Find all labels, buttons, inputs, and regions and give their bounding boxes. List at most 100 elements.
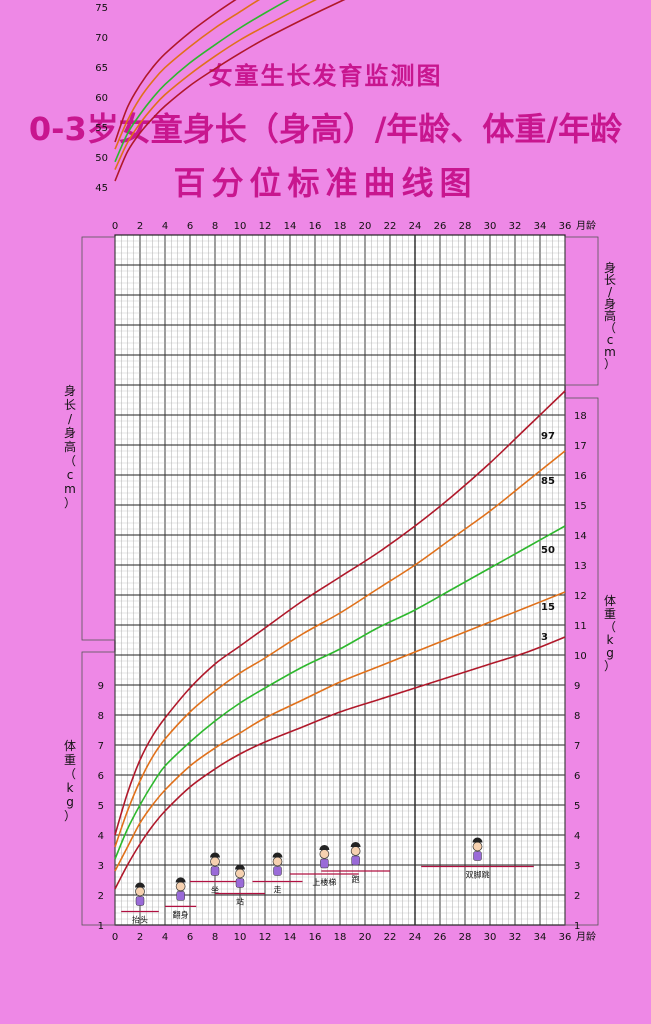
weight-tick-right: 14 [574, 531, 587, 542]
x-tick-label-top: 18 [334, 221, 347, 232]
milestone-label: 抬头 [132, 915, 148, 925]
weight-tick-right: 13 [574, 561, 587, 572]
x-tick-label-top: 36 [559, 221, 572, 232]
x-tick-label-bottom: 2 [137, 932, 143, 943]
length-axis-title-left: m [64, 482, 76, 496]
child-figure-icon [472, 837, 483, 861]
length-tick-left: 75 [95, 3, 108, 14]
weight-tick-left: 8 [98, 711, 104, 722]
x-tick-label-bottom: 22 [384, 932, 397, 943]
weight-tick-left: 7 [98, 741, 104, 752]
weight-curve-p15 [114, 591, 566, 872]
title-line-3: 百分位标准曲线图 [173, 164, 478, 202]
length-axis-title-right: 身 [604, 296, 616, 311]
weight-tick-right: 15 [574, 501, 587, 512]
weight-axis-title-right: 体 [604, 594, 616, 608]
length-axis-title-right: ） [604, 357, 616, 371]
x-tick-label-top: 10 [234, 221, 247, 232]
weight-tick-right: 10 [574, 651, 587, 662]
x-tick-label-bottom: 20 [359, 932, 372, 943]
x-tick-label-top: 22 [384, 221, 397, 232]
milestone-label: 翻身 [173, 909, 189, 919]
weight-tick-left: 6 [98, 771, 104, 782]
weight-tick-right: 9 [574, 681, 580, 692]
child-figure-icon [319, 845, 330, 869]
length-axis-title-left: c [67, 468, 74, 482]
weight-curve-p3 [114, 636, 566, 890]
left-length-frame [81, 236, 116, 641]
title-line-1: 女童生长发育监测图 [208, 62, 443, 90]
milestone-label: 上楼梯 [312, 877, 336, 887]
weight-tick-left: 9 [98, 681, 104, 692]
weight-tick-right: 5 [574, 801, 580, 812]
x-tick-label-top: 8 [212, 221, 218, 232]
length-tick-left: 55 [95, 123, 108, 134]
length-tick-left: 60 [95, 93, 108, 104]
weight-axis-title-right: （ [604, 620, 616, 634]
x-tick-label-top: 16 [309, 221, 322, 232]
weight-curve-p97 [114, 390, 566, 836]
weight-tick-right: 6 [574, 771, 580, 782]
weight-tick-right: 17 [574, 441, 587, 452]
x-axis-label-bottom: 月龄 [576, 930, 596, 943]
child-figure-icon [210, 852, 220, 876]
x-tick-label-top: 2 [137, 221, 143, 232]
weight-axis-title-right: ） [604, 659, 616, 673]
weight-axis-title-left: 重 [64, 753, 76, 767]
x-tick-label-bottom: 30 [484, 932, 497, 943]
child-figure-icon [350, 842, 361, 866]
weight-tick-right: 3 [574, 861, 580, 872]
x-tick-label-bottom: 32 [509, 932, 522, 943]
length-axis-title-right: （ [604, 321, 616, 335]
length-axis-title-left: / [68, 412, 73, 426]
weight-axis-title-right: 重 [604, 607, 616, 621]
milestone-label: 坐 [211, 886, 219, 895]
x-tick-label-bottom: 14 [284, 932, 297, 943]
x-tick-label-bottom: 6 [187, 932, 193, 943]
length-tick-left: 45 [95, 183, 108, 194]
x-tick-label-bottom: 4 [162, 932, 168, 943]
weight-axis-title-right: k [607, 633, 614, 647]
weight-tick-right: 11 [574, 621, 587, 632]
length-curve-p85 [114, 0, 261, 150]
x-axis-label-top: 月龄 [576, 219, 596, 232]
weight-percentile-label: 50 [541, 545, 555, 556]
weight-curve-p85 [114, 450, 566, 848]
x-tick-label-bottom: 28 [459, 932, 472, 943]
weight-tick-left: 2 [98, 891, 104, 902]
length-axis-title-right: / [608, 285, 613, 299]
weight-percentile-label: 15 [541, 602, 555, 613]
x-tick-label-top: 14 [284, 221, 297, 232]
weight-axis-title-left: 体 [64, 739, 76, 753]
x-tick-label-top: 32 [509, 221, 522, 232]
x-tick-label-bottom: 8 [212, 932, 218, 943]
length-axis-title-right: 长 [604, 273, 616, 287]
weight-tick-right: 7 [574, 741, 580, 752]
x-tick-label-bottom: 36 [559, 932, 572, 943]
length-curve-p97 [114, 0, 237, 143]
x-tick-label-top: 4 [162, 221, 168, 232]
weight-tick-right: 2 [574, 891, 580, 902]
length-tick-left: 70 [95, 33, 108, 44]
length-axis-title-left: （ [64, 454, 76, 468]
length-curve-p50 [114, 0, 290, 163]
weight-tick-right: 8 [574, 711, 580, 722]
right-length-frame [564, 236, 599, 386]
length-tick-left: 65 [95, 63, 108, 74]
weight-axis-title-right: g [606, 646, 614, 660]
weight-tick-left: 5 [98, 801, 104, 812]
x-tick-label-top: 30 [484, 221, 497, 232]
x-tick-label-top: 0 [112, 221, 118, 232]
x-tick-label-top: 24 [409, 221, 422, 232]
weight-tick-right: 4 [574, 831, 580, 842]
weight-tick-left: 4 [98, 831, 104, 842]
weight-percentile-label: 97 [541, 431, 555, 442]
length-axis-title-left: 长 [64, 398, 76, 412]
weight-axis-title-left: k [67, 781, 74, 795]
milestone-label: 跑 [352, 875, 360, 884]
weight-tick-right: 12 [574, 591, 587, 602]
length-axis-title-left: 身 [64, 425, 76, 440]
length-axis-title-left: ） [64, 496, 76, 510]
milestone-label: 双脚跳 [466, 870, 490, 880]
x-tick-label-top: 34 [534, 221, 547, 232]
